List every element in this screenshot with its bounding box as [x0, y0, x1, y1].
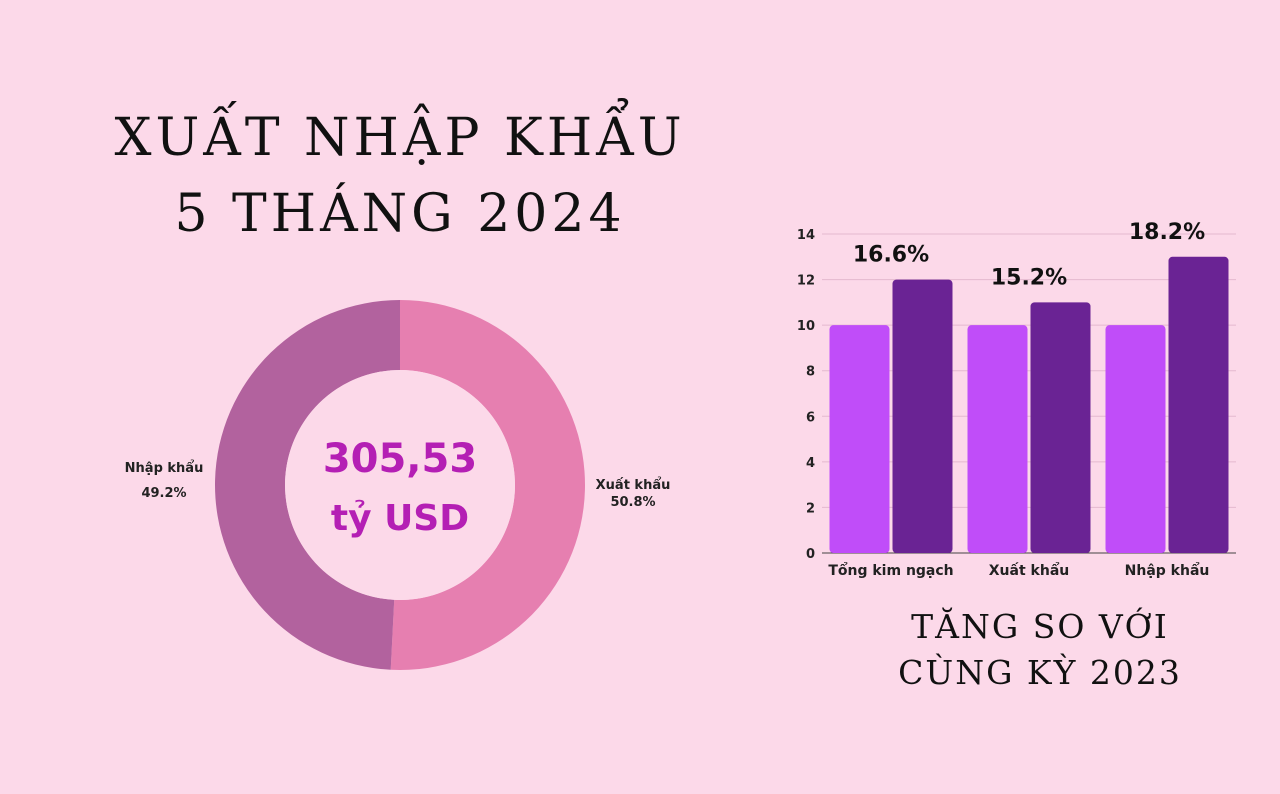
y-tick-label: 6 — [806, 410, 815, 425]
y-tick-label: 0 — [806, 547, 815, 562]
subtitle-line-2: CÙNG KỲ 2023 — [898, 653, 1182, 692]
title-line-2: 5 THÁNG 2024 — [174, 184, 626, 244]
y-tick-label: 10 — [797, 319, 815, 334]
page-title: XUẤT NHẬP KHẨU 5 THÁNG 2024 — [60, 100, 740, 252]
bar-dark — [1030, 302, 1091, 553]
slice-percent-import: 49.2% — [141, 486, 186, 501]
subtitle-line-1: TĂNG SO VỚI — [911, 607, 1169, 646]
bar-data-label: 15.2% — [991, 265, 1067, 290]
bar-chart-subtitle: TĂNG SO VỚI CÙNG KỲ 2023 — [880, 604, 1200, 696]
x-category-label: Xuất khẩu — [989, 562, 1069, 579]
title-line-1: XUẤT NHẬP KHẨU — [114, 108, 686, 168]
slice-label-import: Nhập khẩu — [125, 460, 204, 476]
x-category-label: Tổng kim ngạch — [828, 562, 953, 579]
bar-dark — [1168, 256, 1229, 553]
donut-center-unit: tỷ USD — [331, 498, 469, 539]
donut-slice-export — [390, 300, 585, 670]
donut-chart: Xuất khẩu 50.8% Nhập khẩu 49.2% 305,53 tỷ… — [125, 300, 671, 670]
y-tick-label: 8 — [806, 365, 815, 380]
bar-light — [829, 325, 890, 553]
slice-label-export: Xuất khẩu — [596, 477, 671, 493]
y-tick-label: 4 — [806, 456, 815, 471]
y-tick-label: 12 — [797, 274, 815, 289]
bar-light — [1105, 325, 1166, 553]
slice-percent-export: 50.8% — [610, 495, 655, 510]
donut-hole — [285, 370, 515, 600]
bar-data-label: 18.2% — [1129, 220, 1205, 245]
bar-dark — [892, 279, 953, 553]
y-tick-label: 14 — [797, 228, 815, 243]
donut-slice-import — [214, 300, 400, 670]
y-tick-label: 2 — [806, 501, 815, 516]
bar-data-label: 16.6% — [853, 243, 929, 268]
bar-light — [967, 325, 1028, 553]
donut-center-value: 305,53 — [323, 436, 477, 482]
x-category-label: Nhập khẩu — [1125, 562, 1210, 579]
